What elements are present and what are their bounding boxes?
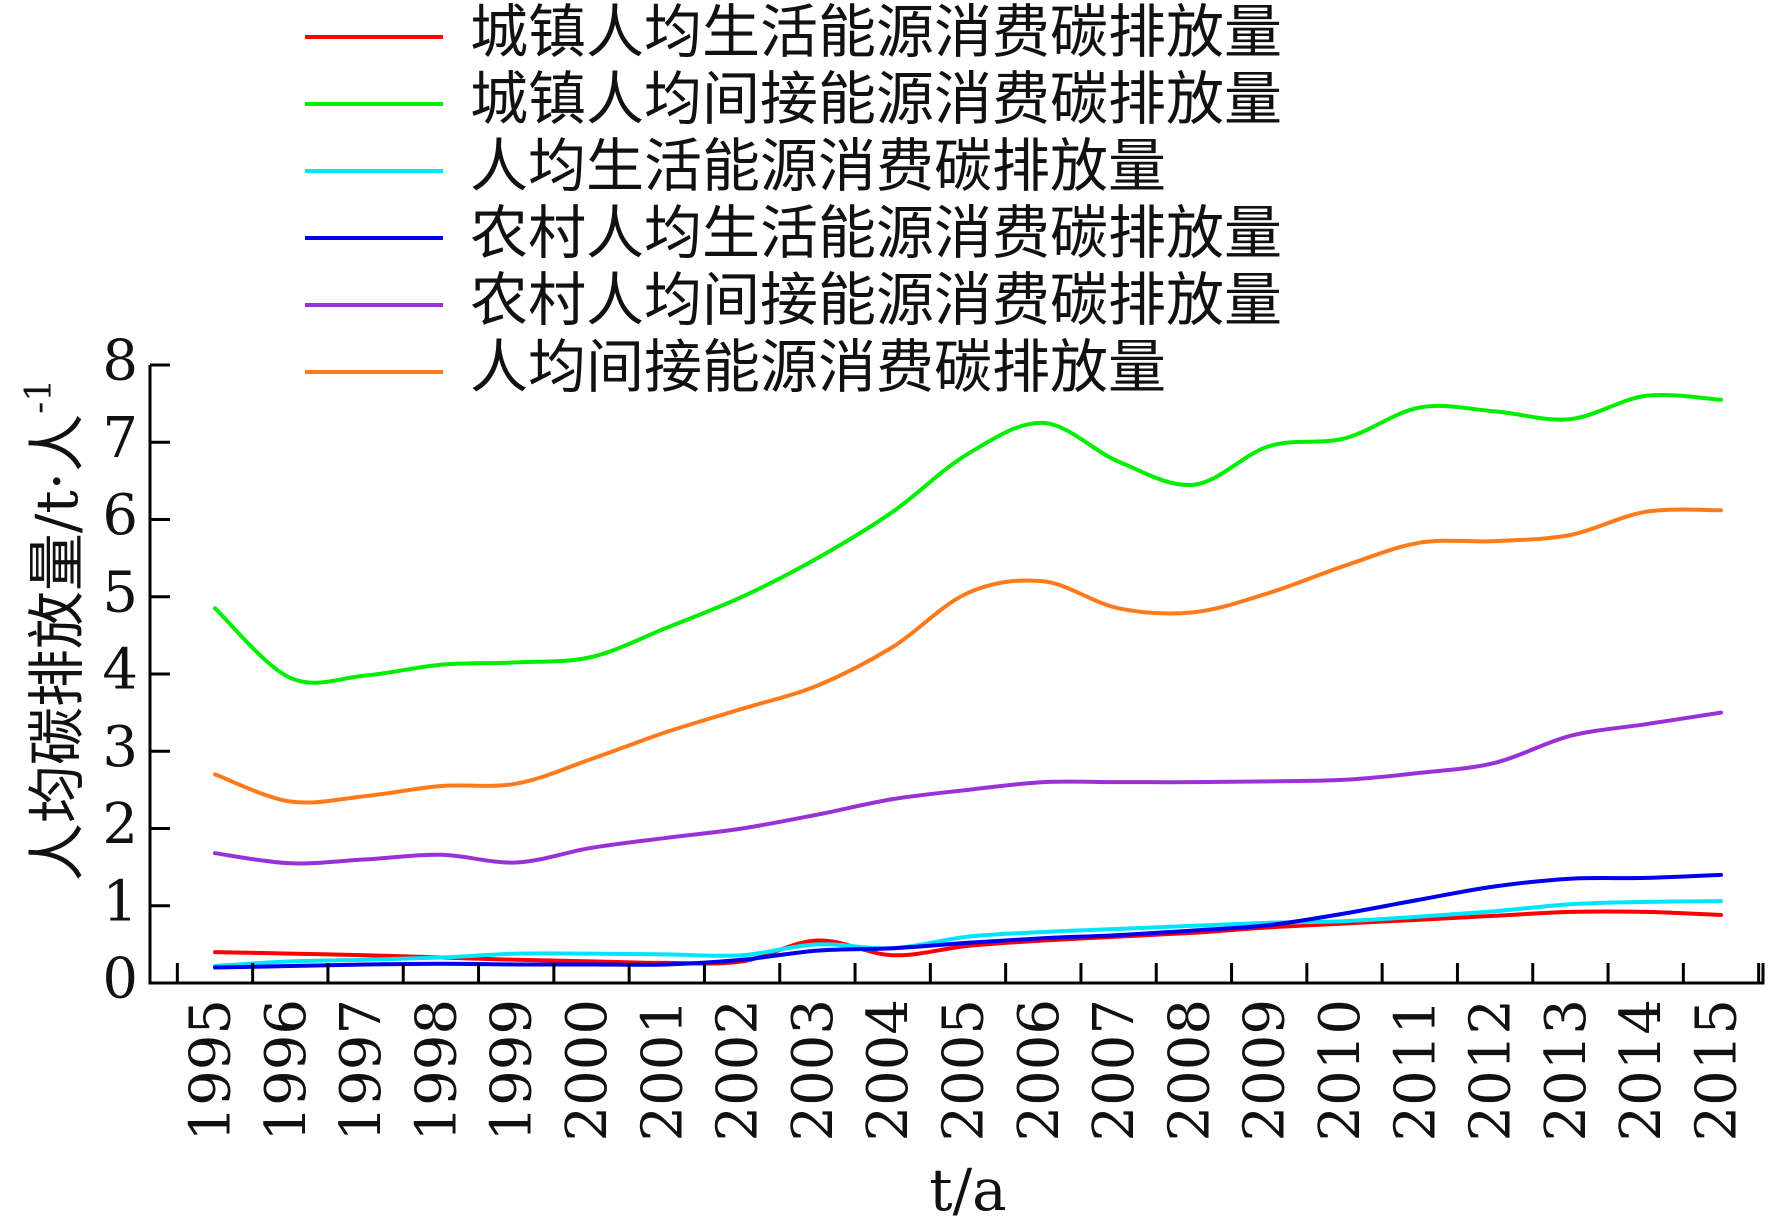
legend-item-4: 农村人均生活能源消费碳排放量	[305, 199, 1282, 267]
y-tick-label: 5	[102, 560, 138, 625]
legend-label: 城镇人均生活能源消费碳排放量	[470, 0, 1282, 66]
x-tick-label: 2015	[1685, 999, 1750, 1142]
x-tick-label: 1999	[480, 999, 545, 1142]
y-tick-label: 6	[102, 483, 138, 548]
x-tick-label: 2006	[1007, 999, 1072, 1142]
y-tick-label: 7	[102, 406, 138, 471]
x-tick-label: 2009	[1233, 999, 1298, 1142]
legend-item-1: 城镇人均生活能源消费碳排放量	[305, 0, 1282, 66]
x-tick-label: 2008	[1157, 999, 1222, 1142]
y-tick-label: 2	[102, 792, 138, 857]
x-axis-ticks: 1995 1996 1997 1998 1999 2000 2001 2002 2003 2004…	[175, 963, 1761, 1142]
x-tick-label: 1998	[404, 999, 469, 1142]
y-tick-label: 3	[102, 715, 138, 780]
x-axis-label: t/a	[929, 1156, 1006, 1224]
y-axis-label-text: 人均碳排放量/t·人	[23, 414, 91, 881]
x-tick-label: 2001	[630, 999, 695, 1142]
x-tick-label: 2011	[1383, 999, 1448, 1142]
y-tick-label: 0	[102, 947, 138, 1012]
series-line-3	[213, 899, 1723, 968]
chart-legend: 城镇人均生活能源消费碳排放量城镇人均间接能源消费碳排放量人均生活能源消费碳排放量…	[305, 0, 1282, 401]
y-tick-label: 1	[102, 869, 138, 934]
legend-label: 城镇人均间接能源消费碳排放量	[470, 65, 1282, 133]
legend-label: 人均间接能源消费碳排放量	[470, 333, 1166, 401]
legend-item-3: 人均生活能源消费碳排放量	[305, 132, 1166, 200]
series-line-5	[213, 710, 1723, 866]
x-tick-label: 2000	[555, 999, 620, 1142]
legend-label: 人均生活能源消费碳排放量	[470, 132, 1166, 200]
y-axis-label-superscript: -1	[19, 379, 60, 414]
x-tick-label: 2005	[932, 999, 997, 1142]
x-tick-label: 1995	[179, 999, 244, 1142]
x-tick-label: 2003	[781, 999, 846, 1142]
y-tick-label: 4	[102, 638, 138, 703]
x-tick-label: 1996	[254, 999, 319, 1142]
x-tick-label: 2013	[1534, 999, 1599, 1142]
legend-label: 农村人均生活能源消费碳排放量	[470, 199, 1282, 267]
y-tick-label: 8	[102, 329, 138, 394]
x-tick-label: 2014	[1609, 999, 1674, 1142]
x-tick-label: 2012	[1459, 999, 1524, 1142]
series-line-2	[213, 393, 1723, 685]
x-tick-label: 2010	[1308, 999, 1373, 1142]
series-lines	[213, 393, 1723, 970]
legend-item-6: 人均间接能源消费碳排放量	[305, 333, 1166, 401]
x-tick-label: 1997	[329, 999, 394, 1142]
y-axis-label: 人均碳排放量/t·人-1	[19, 379, 92, 881]
legend-label: 农村人均间接能源消费碳排放量	[470, 266, 1282, 334]
y-axis-ticks: 0 1 2 3 4 5 6 7 8	[102, 329, 170, 1012]
x-tick-label: 2004	[856, 999, 921, 1142]
series-line-4	[213, 872, 1723, 970]
legend-item-2: 城镇人均间接能源消费碳排放量	[305, 65, 1282, 133]
x-tick-label: 2002	[706, 999, 771, 1142]
x-tick-label: 2007	[1082, 999, 1147, 1142]
series-line-6	[213, 507, 1723, 805]
legend-item-5: 农村人均间接能源消费碳排放量	[305, 266, 1282, 334]
